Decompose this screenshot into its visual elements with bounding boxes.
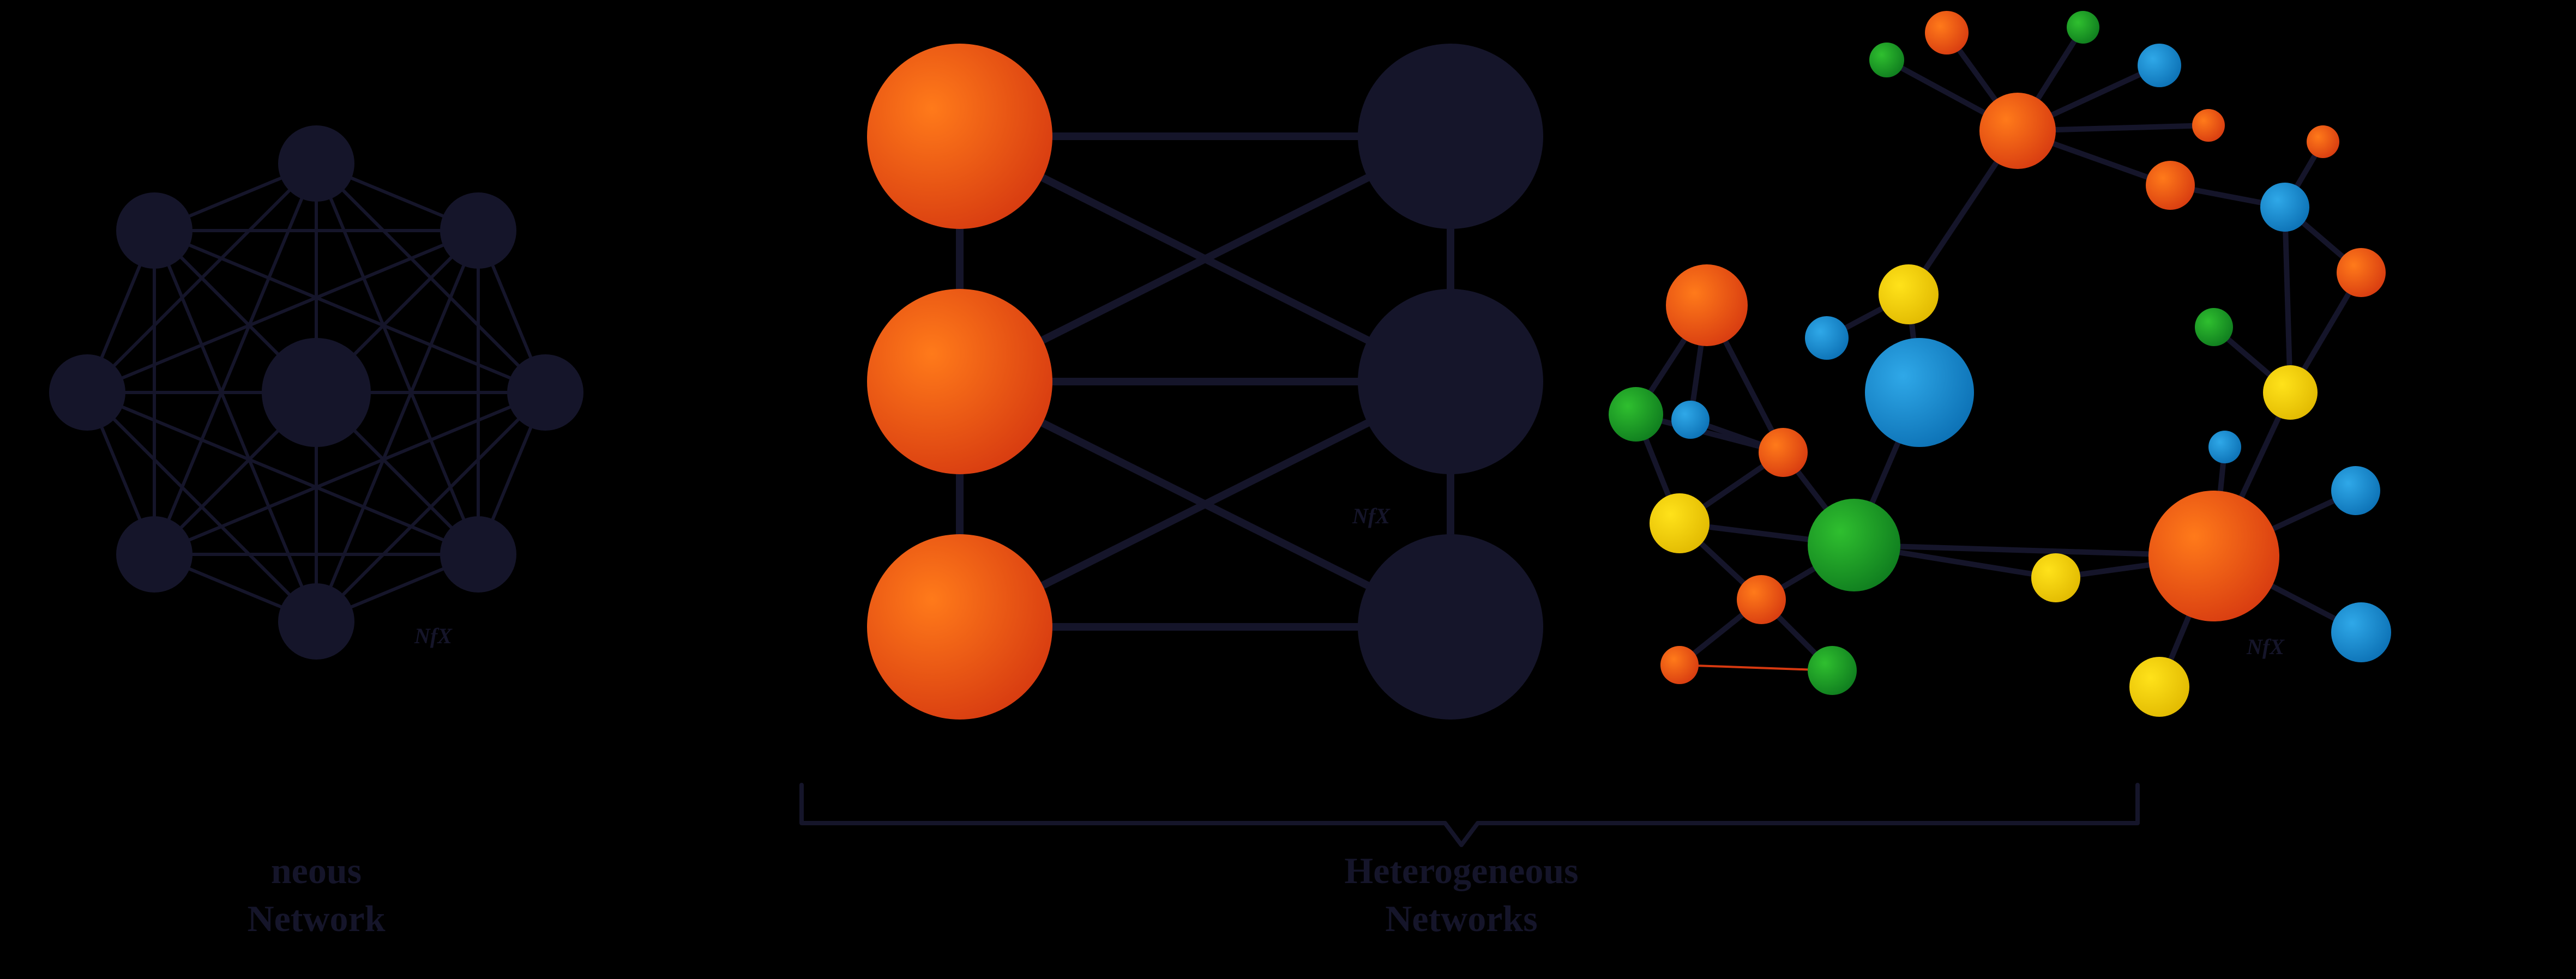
cluster-node	[1865, 338, 1974, 447]
cluster-node	[2192, 109, 2225, 142]
watermark-nfx: NfX	[414, 624, 453, 648]
homogeneous-node	[116, 516, 192, 593]
homogeneous-node	[116, 192, 192, 269]
cluster-node	[1808, 646, 1857, 695]
cluster-node	[1650, 493, 1710, 553]
watermark-nfx: NfX	[2246, 634, 2285, 659]
bipartite-right-node	[1358, 44, 1543, 229]
cluster-node	[1879, 264, 1939, 324]
caption-left-line1: neous	[271, 850, 362, 891]
background	[0, 0, 2576, 979]
cluster-node	[2129, 657, 2189, 717]
bipartite-left-node	[867, 44, 1052, 229]
caption-right-line2: Networks	[1385, 898, 1538, 939]
homogeneous-node	[278, 583, 354, 660]
homogeneous-node	[440, 192, 516, 269]
cluster-node	[1759, 428, 1808, 477]
caption-left-line2: Network	[247, 898, 385, 939]
cluster-node	[2146, 161, 2195, 210]
watermark-nfx: NfX	[1352, 504, 1391, 528]
cluster-node	[2263, 365, 2318, 420]
cluster-node	[2138, 44, 2181, 87]
cluster-node	[1666, 264, 1748, 346]
cluster-node	[1808, 499, 1900, 591]
diagram-canvas: NfX NfX NfX neous Network Heterogeneous Networ…	[0, 0, 2576, 979]
bipartite-left-node	[867, 289, 1052, 474]
cluster-node	[2031, 553, 2080, 602]
cluster-node	[1660, 646, 1699, 684]
homogeneous-network: NfX	[49, 125, 583, 660]
cluster-node	[2067, 11, 2099, 44]
cluster-node	[1979, 93, 2056, 169]
cluster-node	[2195, 308, 2233, 346]
cluster-node	[1671, 401, 1710, 439]
bipartite-right-node	[1358, 534, 1543, 720]
cluster-node	[2148, 491, 2279, 621]
cluster-node	[2307, 125, 2339, 158]
cluster-node	[2260, 183, 2309, 232]
cluster-node	[1737, 575, 1786, 624]
homogeneous-node	[440, 516, 516, 593]
cluster-node	[2331, 602, 2391, 662]
bipartite-right-node	[1358, 289, 1543, 474]
cluster-node	[1925, 11, 1969, 55]
cluster-node	[1805, 316, 1849, 360]
caption-right-line1: Heterogeneous	[1344, 850, 1578, 891]
homogeneous-node	[278, 125, 354, 202]
homogeneous-node	[507, 354, 583, 431]
cluster-node	[2337, 248, 2386, 297]
cluster-node	[1609, 387, 1663, 442]
cluster-node	[1869, 43, 1904, 77]
homogeneous-node	[49, 354, 125, 431]
homogeneous-center-node	[262, 338, 371, 447]
cluster-node	[2331, 466, 2380, 515]
cluster-node	[2208, 431, 2241, 463]
bipartite-left-node	[867, 534, 1052, 720]
